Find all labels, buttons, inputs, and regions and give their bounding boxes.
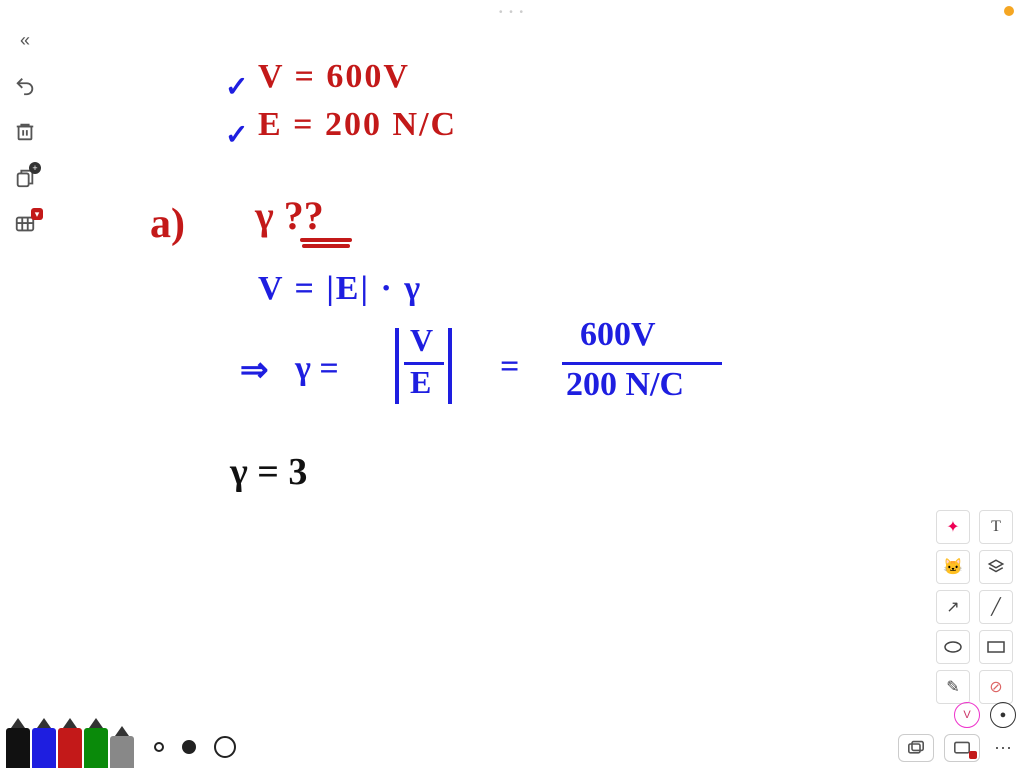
unknown-gamma: γ ?? [255,192,324,239]
trash-button[interactable] [11,118,39,146]
copy-button[interactable]: + [11,164,39,192]
ellipse-tool[interactable] [936,630,970,664]
mini-v-button[interactable]: V [954,702,980,728]
bottom-right-buttons: ⋯ [898,734,1016,762]
pen-green[interactable] [84,728,108,768]
grid-button[interactable]: ▾ [11,210,39,238]
result: γ = 3 [230,450,307,494]
rect-tool[interactable] [979,630,1013,664]
eraser-tool[interactable]: ⊘ [979,670,1013,704]
rhs-denominator: 200 N/C [566,366,684,404]
pen-black[interactable] [6,728,30,768]
record-indicator-icon [1004,6,1014,16]
stroke-size-medium[interactable] [182,740,196,754]
abs-bar-icon [448,328,452,404]
undo-button[interactable] [11,72,39,100]
drag-handle-icon[interactable]: • • • [499,7,525,18]
top-bar: • • • [0,0,1024,24]
fraction-line-icon [562,362,722,365]
arrow-tool[interactable]: ↗ [936,590,970,624]
stroke-size-large[interactable] [214,736,236,758]
fraction-denominator: E [410,364,431,401]
equation-v-e-gamma: V = |E| · γ [258,270,422,308]
duplicate-page-button[interactable] [898,734,934,762]
given-field: E = 200 N/C [258,106,457,144]
collapse-button[interactable]: « [11,26,39,54]
bottom-right-mini: V ● [954,702,1016,728]
stroke-size-picker [154,736,236,758]
photos-tool[interactable]: ✦ [936,510,970,544]
highlighter-tool[interactable]: ✎ [936,670,970,704]
gamma-equals: γ = [295,350,339,388]
pen-tray [0,722,236,768]
rhs-numerator: 600V [580,316,656,354]
present-button[interactable] [944,734,980,762]
whiteboard-canvas[interactable]: • • • « + ▾ ✓ V = 600V ✓ E = 200 N/C a) … [0,0,1024,768]
equals-sign: = [500,348,519,386]
pen-red[interactable] [58,728,82,768]
sticker-tool[interactable]: 🐱 [936,550,970,584]
line-tool[interactable]: ╱ [979,590,1013,624]
pen-blue[interactable] [32,728,56,768]
layers-tool[interactable] [979,550,1013,584]
checkmark-icon: ✓ [225,70,248,104]
underline-icon [302,244,350,248]
mini-dot-button[interactable]: ● [990,702,1016,728]
stroke-size-small[interactable] [154,742,164,752]
part-label: a) [150,200,185,248]
right-toolbar: ✦ T 🐱 ↗ ╱ ✎ ⊘ [936,510,1016,704]
arrow-icon: ⇒ [240,350,269,390]
left-toolbar: « + ▾ [6,26,44,238]
given-voltage: V = 600V [258,58,410,96]
pen-gray[interactable] [110,736,134,768]
checkmark-icon: ✓ [225,118,248,152]
underline-icon [300,238,352,242]
abs-bar-icon [395,328,399,404]
fraction-numerator: V [410,322,433,359]
text-tool[interactable]: T [979,510,1013,544]
more-icon[interactable]: ⋯ [990,738,1016,759]
